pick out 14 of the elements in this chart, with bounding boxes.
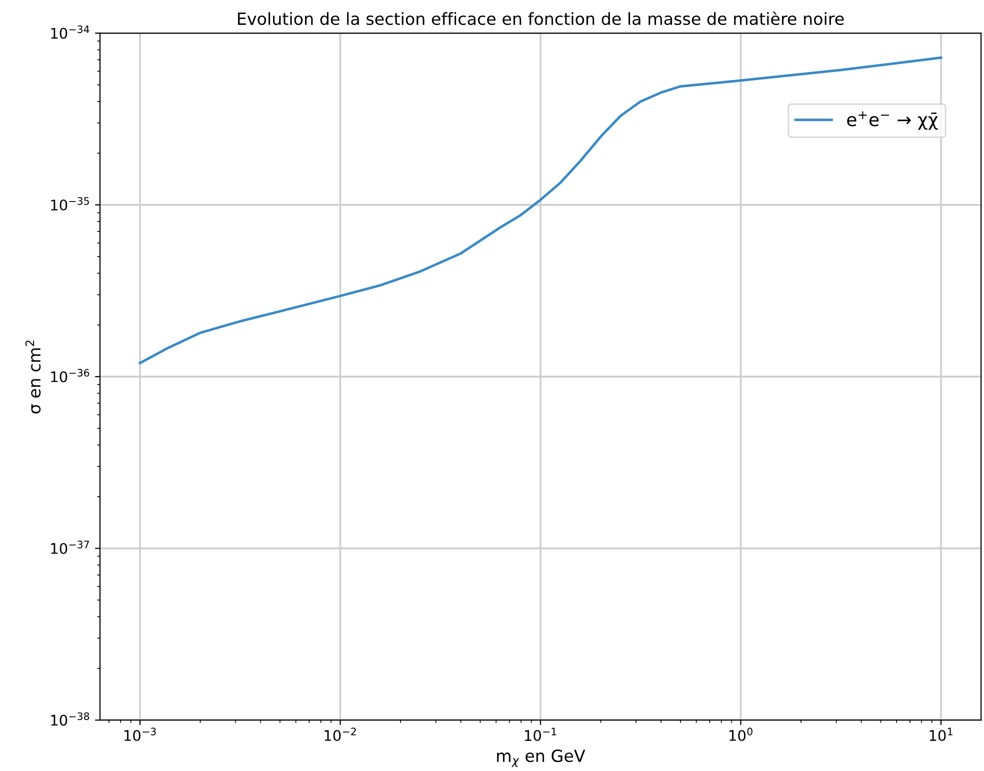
chart-title: Evolution de la section efficace en fonction de la masse de matière noire	[238, 11, 844, 26]
x-tick-label: 10$^{0}$	[730, 728, 752, 742]
x-tick-label: 10$^{1}$	[930, 728, 952, 742]
x-tick-label: 10$^{−3}$	[124, 728, 156, 742]
y-tick-label: 10$^{−34}$	[51, 25, 90, 39]
legend-label: e$^{+}$e$^{−}$ → χχ̄	[847, 111, 938, 130]
y-axis-title: σ en cm$^{2}$	[25, 340, 41, 414]
y-tick-label: 10$^{−37}$	[51, 540, 89, 554]
y-tick-label: 10$^{−38}$	[51, 712, 90, 726]
y-tick-label: 10$^{−36}$	[51, 368, 90, 382]
x-tick-label: 10$^{−2}$	[324, 728, 356, 742]
y-tick-label: 10$^{−35}$	[51, 197, 89, 211]
x-axis-title: m$_{χ}$ en GeV	[497, 750, 586, 768]
x-tick-label: 10$^{−1}$	[524, 728, 556, 742]
